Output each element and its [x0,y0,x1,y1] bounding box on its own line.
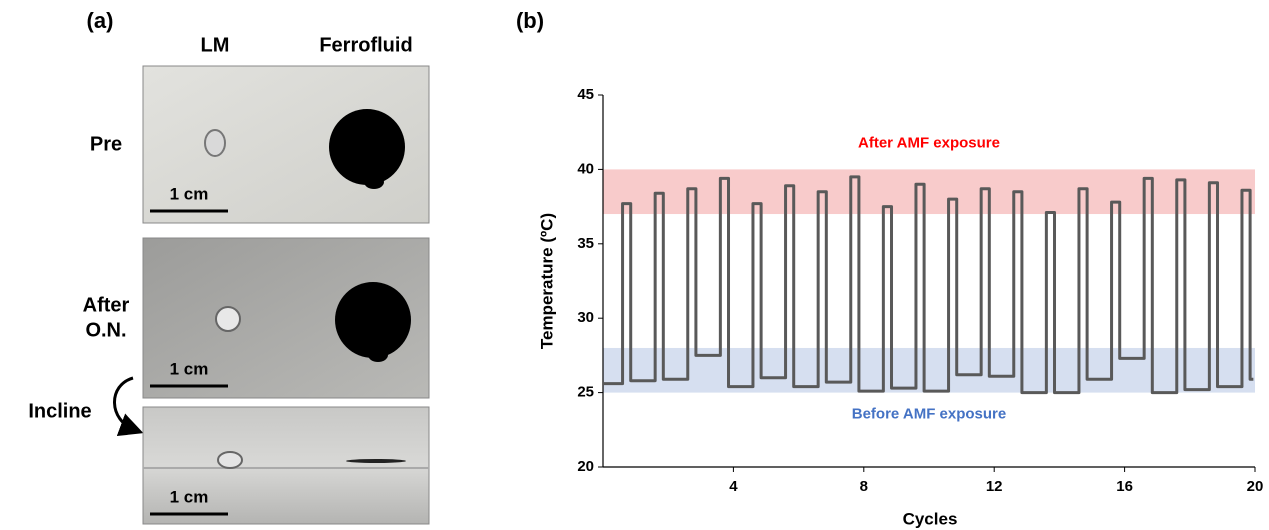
band-label: Before AMF exposure [852,406,1006,423]
scale-bar-label: 1 cm [170,487,209,506]
panel-label: (b) [516,8,544,33]
y-tick-label: 45 [577,86,594,103]
y-axis-label: Temperature (ºC) [537,213,556,349]
y-tick-label: 35 [577,235,594,252]
data-line [603,175,1254,395]
column-header: Ferrofluid [319,34,412,56]
row-label: After [83,294,130,316]
lm-droplet [204,129,226,157]
band-label: After AMF exposure [858,134,1000,151]
column-header: LM [201,34,230,56]
x-tick-label: 20 [1247,478,1264,495]
ferrofluid-droplet [364,175,384,189]
plot: After AMF exposure Before AMF exposure 20 2… [577,86,1263,495]
y-tick-label: 25 [577,384,594,401]
x-tick-label: 16 [1116,478,1133,495]
x-tick-label: 12 [986,478,1003,495]
y-tick-label: 20 [577,458,594,475]
scale-bar-label: 1 cm [170,184,209,203]
ferrofluid-droplet [368,348,388,362]
ferrofluid-droplet [329,109,405,185]
x-tick-label: 8 [860,478,868,495]
panel-label: (a) [87,8,114,33]
band [603,169,1255,215]
row-label: O.N. [85,319,126,341]
incline-label: Incline [28,400,91,422]
row-label: Pre [90,133,122,155]
y-tick-label: 40 [577,160,594,177]
scale-bar-label: 1 cm [170,359,209,378]
lm-droplet [215,306,241,332]
lm-droplet [217,451,243,469]
photo [142,406,430,525]
x-tick-label: 4 [729,478,738,495]
x-axis-label: Cycles [903,509,958,528]
y-tick-label: 30 [577,309,594,326]
ferrofluid-film [346,459,406,463]
ferrofluid-droplet [335,282,411,358]
incline-arrow [113,376,144,437]
